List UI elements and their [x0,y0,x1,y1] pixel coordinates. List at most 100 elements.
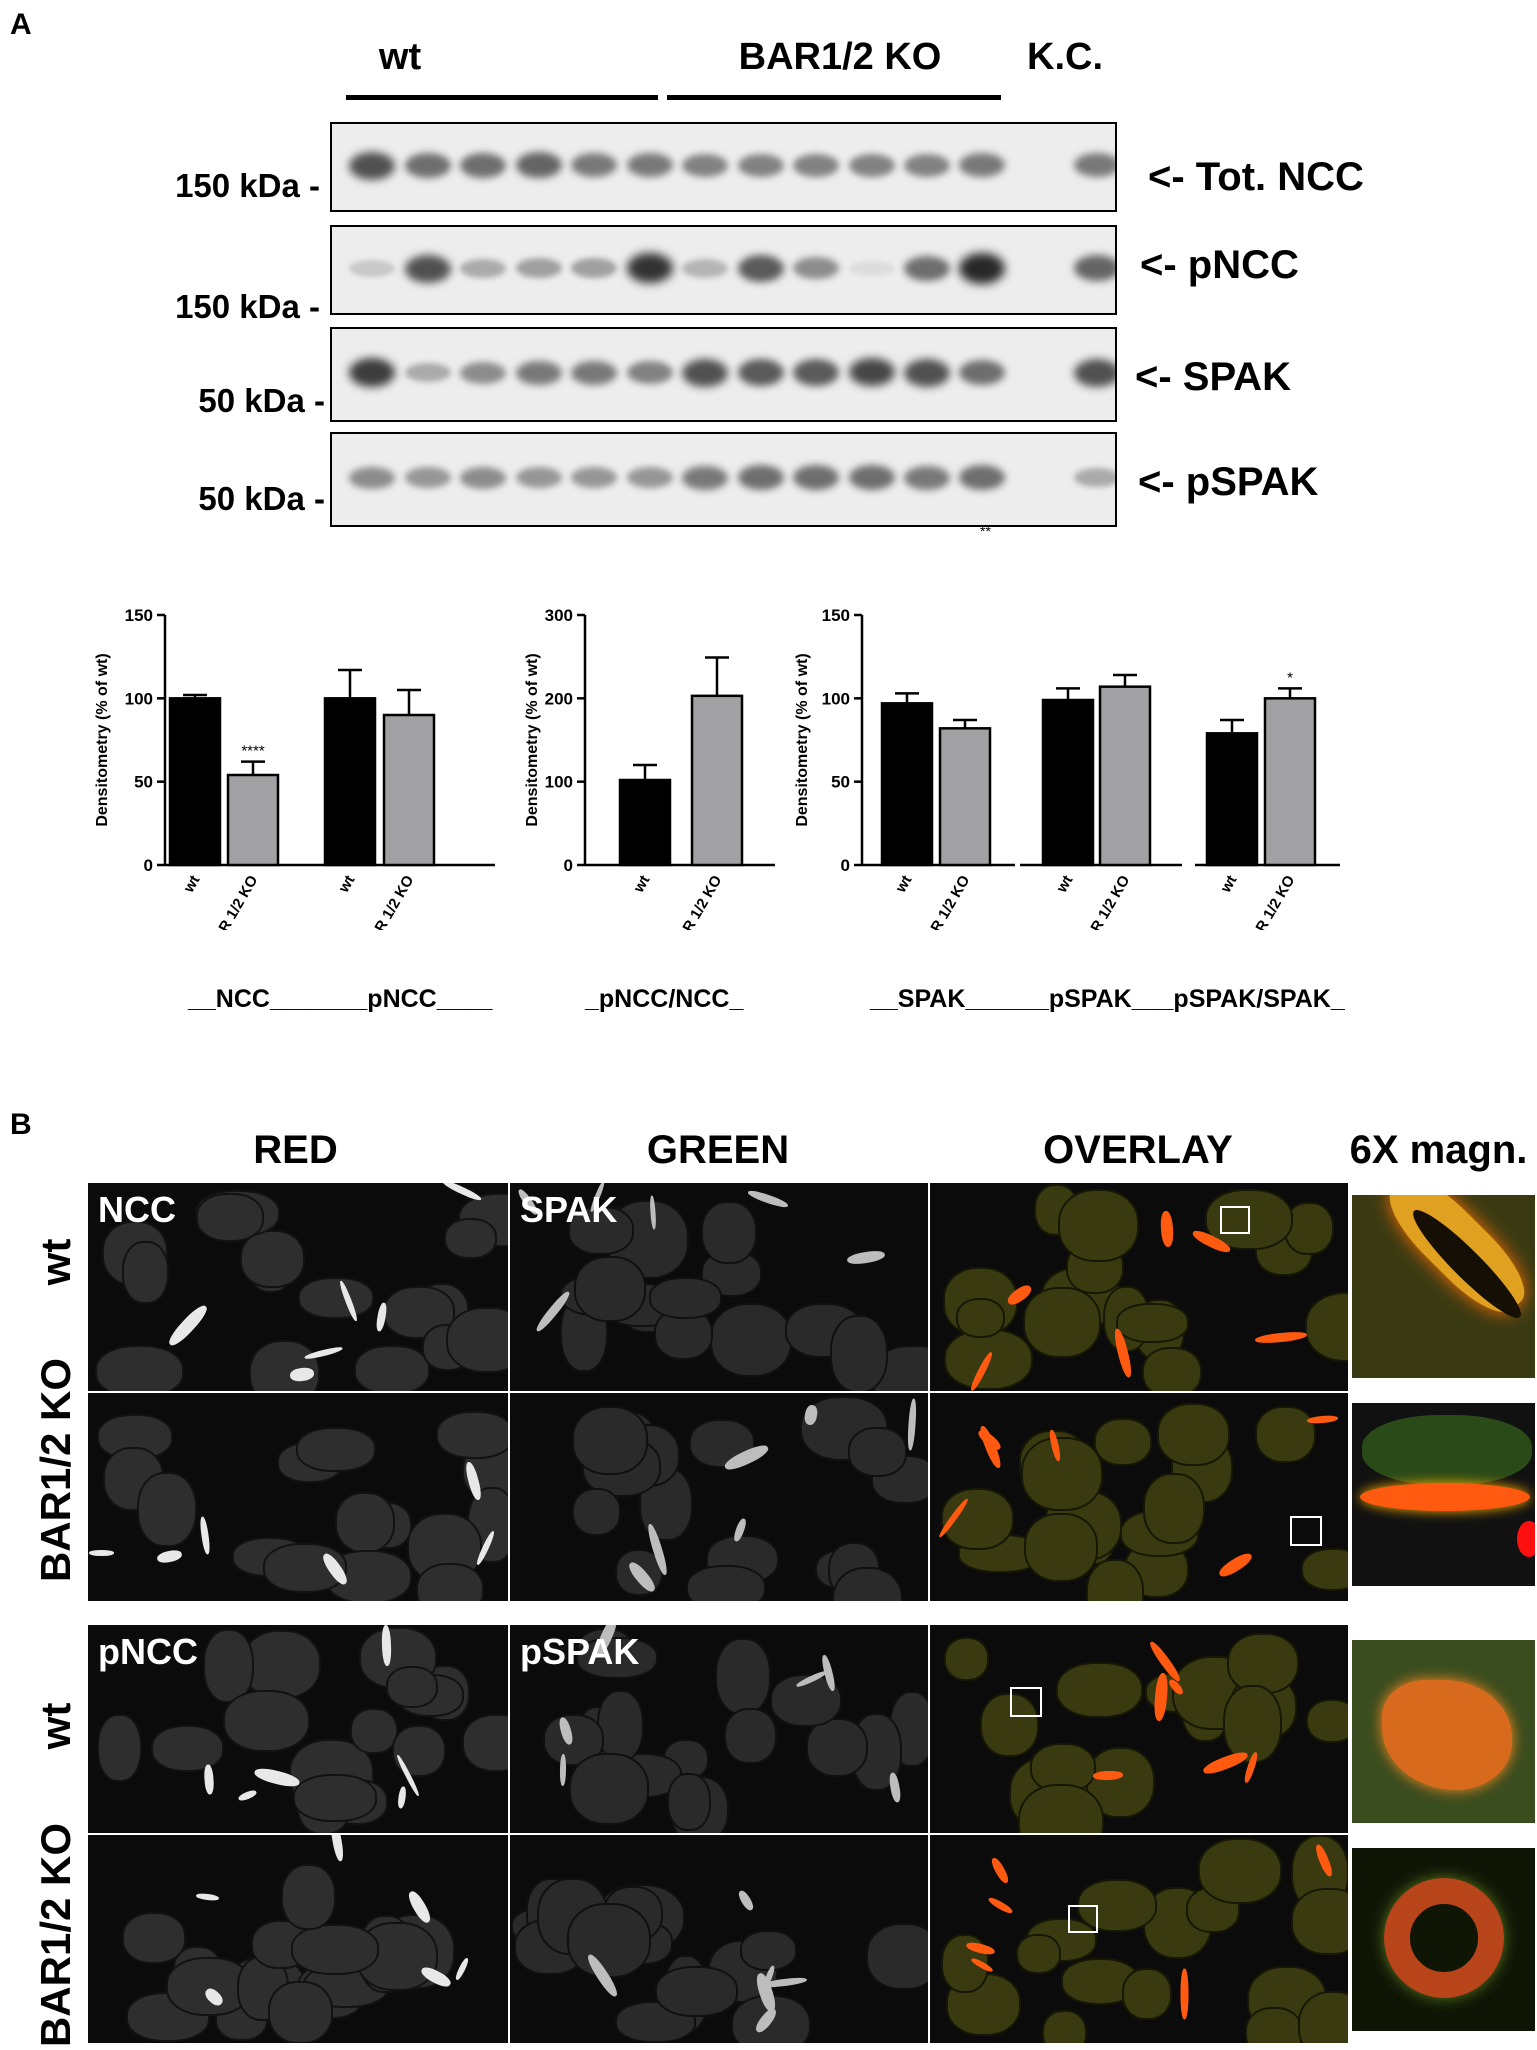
stain-signal [846,1249,886,1266]
micrograph-ko-spak [510,1393,928,1601]
tissue-tubule [1023,1287,1101,1358]
kda-label-tot-ncc: 150 kDa - [175,167,320,204]
blot-band [627,467,673,488]
tissue-tubule [724,1708,777,1764]
bar [1263,697,1317,867]
stain-signal [1201,1748,1250,1778]
bar [168,697,222,867]
tissue-tubule [1116,1303,1189,1343]
blot-name-pncc: <- pNCC [1140,243,1299,287]
tissue-tubule [1142,1347,1202,1391]
tissue-tubule [1042,2010,1087,2043]
magnified-view-1 [1352,1195,1535,1378]
tissue-tubule [1291,1888,1348,1955]
micrograph-ko-pspak [510,1835,928,2043]
x-tick-label: BAR 1/2 KO [205,872,262,930]
tissue-tubule [298,1277,374,1319]
blot-band [793,465,839,490]
tissue-tubule [710,1303,792,1377]
blot-band [959,360,1005,385]
column-head-magnification: 6X magn. [1349,1128,1528,1172]
tissue-tubule [335,1492,395,1553]
blot-name-tot-ncc: <- Tot. NCC [1148,155,1364,199]
blot-band [349,467,395,489]
stain-signal [989,1856,1011,1885]
blot-band [793,359,839,386]
stain-signal [1306,1414,1339,1425]
chart-ncc-pncc: 0 50 100 150 Densitometry (% of wt) wt **** BAR… [94,606,495,930]
stain-signal [441,1183,483,1203]
tissue-tubule [572,1406,648,1475]
stain-signal [156,1548,183,1565]
blot-band [959,153,1005,177]
blot-band [571,361,617,385]
tissue-tubule [649,1277,722,1319]
y-axis-label: Densitometry (% of wt) [794,653,811,826]
x-tick-label: BAR 1/2 KO [1242,872,1299,930]
blot-pncc [330,225,1117,315]
group-label-kc: K.C. [1027,36,1103,78]
stain-signal [1216,1550,1255,1580]
blot-band [571,258,617,278]
group-label-ratio: _pNCC/NCC_ [585,985,744,1013]
tissue-tubule [848,1427,907,1477]
group-bar-ko [667,95,1001,100]
tissue-tubule [1086,1559,1144,1601]
blot-band [571,467,617,488]
zoom-region-box [1290,1516,1322,1546]
blot-band [849,465,895,490]
blot-band [571,153,617,177]
tissue-tubule [1016,1934,1061,1974]
bar [382,713,436,867]
y-axis-label: Densitometry (% of wt) [94,653,111,826]
magnified-signal [1382,1680,1512,1790]
magnified-view-4 [1352,1848,1535,2031]
tissue-tubule [436,1411,508,1459]
blot-band [405,467,451,488]
tissue-tubule [97,1414,173,1460]
tissue-tubule [1094,1418,1152,1466]
tissue-tubule [1305,1292,1348,1362]
stain-signal [195,1892,220,1902]
tissue-tubule [122,1912,186,1964]
blot-band [627,153,673,177]
tissue-tubule [715,1638,771,1715]
tissue-tubule [223,1690,310,1752]
y-tick-label: 50 [134,773,153,792]
stain-signal [987,1895,1014,1916]
bar [880,702,934,867]
stain-signal [454,1956,470,1982]
column-head-red: RED [253,1128,338,1172]
blot-band [460,259,506,278]
tissue-tubule [1223,1685,1282,1763]
micrograph-wt-overlay-1 [930,1183,1348,1391]
tissue-tubule [1056,1662,1143,1718]
bar [323,697,377,867]
x-tick-label: wt [1217,873,1241,897]
bar [618,778,672,867]
stain-signal [397,1786,407,1809]
tissue-tubule [242,1630,321,1699]
micrograph-wt-pncc: pNCC [88,1625,508,1833]
tissue-tubule [416,1563,484,1601]
blot-band [738,465,784,490]
x-tick-label: wt [180,873,204,897]
tissue-tubule [567,1903,651,1978]
blot-band [516,467,562,488]
group-label-ncc-pncc: __NCC_______pNCC____ [188,985,493,1013]
tissue-tubule [740,1930,797,1971]
significance-label: * [1287,669,1293,686]
tissue-tubule [572,1488,621,1536]
micrograph-wt-overlay-2 [930,1625,1348,1833]
blot-name-spak: <- SPAK [1135,355,1291,399]
tissue-tubule [569,1753,649,1825]
tissue-tubule [1301,1548,1348,1591]
tissue-tubule [686,1565,766,1601]
blot-band [738,255,784,282]
blot-band [516,258,562,278]
blot-band [627,253,673,283]
column-head-green: GREEN [646,1128,790,1172]
row-label-ko-1: BAR1/2 KO [32,1357,79,1583]
blot-band [849,154,895,177]
blot-band [349,358,395,387]
